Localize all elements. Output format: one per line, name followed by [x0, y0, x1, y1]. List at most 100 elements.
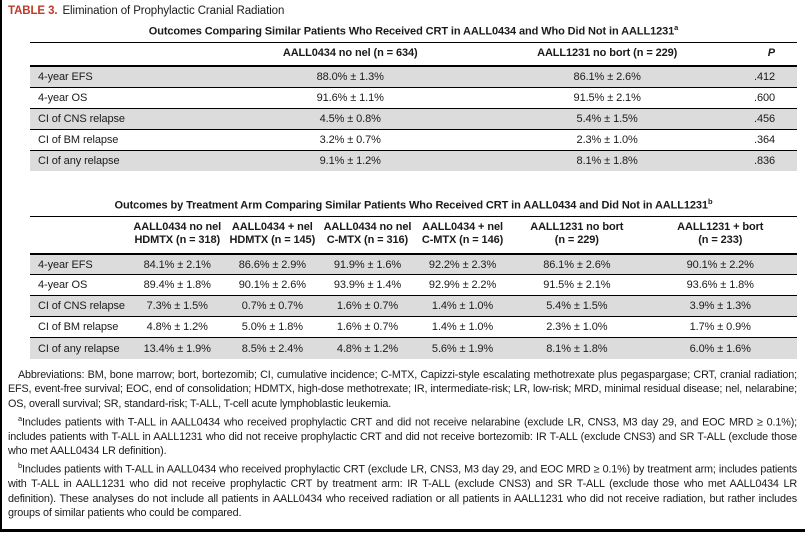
footnote-a-text: Includes patients with T-ALL in AALL0434…: [8, 416, 797, 458]
table-caption-line: TABLE 3. Elimination of Prophylactic Cran…: [8, 5, 805, 17]
cell-value: 0.7% ± 0.7%: [224, 295, 320, 318]
abbreviations-note: Abbreviations: BM, bone marrow; bort, bo…: [8, 368, 797, 410]
row-label: CI of BM relapse: [30, 316, 130, 339]
cell-value: 91.5% ± 2.1%: [510, 274, 644, 297]
table-row: 4-year OS 89.4% ± 1.8% 90.1% ± 2.6% 93.9…: [30, 274, 797, 297]
cell-value: 1.6% ± 0.7%: [319, 316, 415, 339]
cell-value: 1.6% ± 0.7%: [319, 295, 415, 318]
table1-header-p: P: [735, 41, 797, 68]
table2-header-col1: AALL0434 no nel HDMTX (n = 318): [129, 215, 225, 255]
row-label: CI of any relapse: [38, 154, 120, 167]
cell-value: 84.1% ± 2.1%: [129, 253, 225, 276]
table2-treatment-arm-outcomes: AALL0434 no nel HDMTX (n = 318) AALL0434…: [30, 215, 797, 359]
p-value: .364: [735, 129, 797, 151]
bottom-border-rule: [0, 529, 805, 532]
cell-value: 3.2% ± 0.7%: [221, 129, 479, 151]
footnote-b-text: Includes patients with T-ALL in AALL0434…: [8, 463, 797, 520]
table-label: TABLE 3.: [8, 5, 58, 17]
footnote-a-marker: a: [18, 413, 23, 423]
table1-title: Outcomes Comparing Similar Patients Who …: [30, 23, 797, 38]
cell-value: 86.1% ± 2.6%: [510, 253, 644, 276]
cell-value: 91.5% ± 2.1%: [478, 87, 736, 109]
header-line1: AALL0434 + nel: [422, 220, 503, 233]
table2-title-text: Outcomes by Treatment Arm Comparing Simi…: [114, 199, 709, 212]
table1-title-superscript: a: [674, 23, 679, 32]
row-label: CI of BM relapse: [30, 129, 222, 151]
table-row: CI of BM relapse 4.8% ± 1.2% 5.0% ± 1.8%…: [30, 316, 797, 339]
p-value: .600: [735, 87, 797, 109]
table-row: CI of CNS relapse 4.5% ± 0.8% 5.4% ± 1.5…: [30, 108, 797, 130]
cell-value: 4.8% ± 1.2%: [129, 316, 225, 339]
table-row: 4-year OS 91.6% ± 1.1% 91.5% ± 2.1% .600: [30, 87, 797, 109]
cell-value: 8.1% ± 1.8%: [576, 154, 638, 167]
cell-value: 89.4% ± 1.8%: [129, 274, 225, 297]
footnote-a: aIncludes patients with T-ALL in AALL043…: [8, 412, 797, 459]
cell-value: 88.0% ± 1.3%: [221, 66, 479, 88]
cell-value: 3.9% ± 1.3%: [643, 295, 797, 318]
table-row: 4-year EFS 84.1% ± 2.1% 86.6% ± 2.9% 91.…: [30, 253, 797, 276]
table1-outcomes-comparison: AALL0434 no nel (n = 634) AALL1231 no bo…: [30, 41, 797, 172]
header-line2: HDMTX (n = 145): [229, 234, 316, 247]
table2-header-col5: AALL1231 no bort (n = 229): [510, 215, 644, 255]
header-line1: AALL1231 no bort: [530, 220, 624, 233]
cell-value: 1.4% ± 1.0%: [414, 316, 511, 339]
table1-header-row: AALL0434 no nel (n = 634) AALL1231 no bo…: [30, 41, 797, 68]
table2-header-col2: AALL0434 + nel HDMTX (n = 145): [224, 215, 320, 255]
p-value: .412: [735, 66, 797, 88]
footnote-b-marker: b: [18, 460, 23, 470]
table-content-area: Outcomes Comparing Similar Patients Who …: [30, 23, 797, 359]
table2-header-empty: [30, 215, 130, 255]
table2-title-superscript: b: [707, 197, 713, 207]
p-value: .836: [753, 154, 775, 167]
cell-value: 93.6% ± 1.8%: [643, 274, 797, 297]
header-line1: AALL0434 no nel: [133, 220, 222, 233]
cell-value: 9.1% ± 1.2%: [319, 154, 381, 167]
cell-value: 5.6% ± 1.9%: [431, 342, 494, 355]
header-line2: (n = 233): [698, 234, 743, 247]
cell-value: 4.5% ± 0.8%: [221, 108, 479, 130]
cell-value: 5.4% ± 1.5%: [510, 295, 644, 318]
cell-value: 13.4% ± 1.9%: [143, 342, 211, 355]
cell-value: 4.8% ± 1.2%: [336, 342, 399, 355]
cell-value: 5.0% ± 1.8%: [224, 316, 320, 339]
table-row: CI of CNS relapse 7.3% ± 1.5% 0.7% ± 0.7…: [30, 295, 797, 318]
table1-header-empty: [30, 41, 222, 68]
header-line2: HDMTX (n = 318): [134, 234, 221, 247]
table-row: CI of any relapse 9.1% ± 1.2% 8.1% ± 1.8…: [30, 150, 797, 172]
cell-value: 90.1% ± 2.6%: [224, 274, 320, 297]
table1-header-col1: AALL0434 no nel (n = 634): [221, 41, 479, 68]
table1-title-text: Outcomes Comparing Similar Patients Who …: [148, 25, 675, 38]
table-caption: Elimination of Prophylactic Cranial Radi…: [62, 5, 285, 17]
cell-value: 1.7% ± 0.9%: [643, 316, 797, 339]
cell-value: 86.1% ± 2.6%: [478, 66, 736, 88]
row-label: 4-year OS: [30, 274, 130, 297]
row-label: CI of CNS relapse: [30, 108, 222, 130]
header-line1: AALL0434 + nel: [231, 220, 313, 233]
table2-title: Outcomes by Treatment Arm Comparing Simi…: [30, 197, 797, 212]
cell-value: 90.1% ± 2.2%: [643, 253, 797, 276]
header-line2: C-MTX (n = 316): [326, 234, 409, 247]
table-row: 4-year EFS 88.0% ± 1.3% 86.1% ± 2.6% .41…: [30, 66, 797, 88]
table2-header-col4: AALL0434 + nel C-MTX (n = 146): [414, 215, 511, 255]
row-label: CI of any relapse: [38, 342, 120, 355]
cell-value: 8.5% ± 2.4%: [241, 342, 303, 355]
left-border-rule: [0, 0, 2, 532]
header-line2: C-MTX (n = 146): [421, 234, 504, 247]
table-footnotes: Abbreviations: BM, bone marrow; bort, bo…: [8, 368, 797, 521]
cell-value: 1.4% ± 1.0%: [414, 295, 511, 318]
cell-value: 86.6% ± 2.9%: [224, 253, 320, 276]
cell-value: 2.3% ± 1.0%: [510, 316, 644, 339]
table-spacer: [30, 171, 797, 191]
cell-value: 2.3% ± 1.0%: [478, 129, 736, 151]
header-line2: (n = 229): [554, 234, 599, 247]
table2-header-col3: AALL0434 no nel C-MTX (n = 316): [319, 215, 415, 255]
table1-header-col2: AALL1231 no bort (n = 229): [478, 41, 736, 68]
cell-value: 6.0% ± 1.6%: [689, 342, 751, 355]
cell-value: 91.9% ± 1.6%: [319, 253, 415, 276]
header-line1: AALL0434 no nel: [323, 220, 412, 233]
cell-value: 5.4% ± 1.5%: [478, 108, 736, 130]
table-row: CI of any relapse 13.4% ± 1.9% 8.5% ± 2.…: [30, 337, 797, 359]
row-label: 4-year EFS: [30, 66, 222, 88]
row-label: 4-year EFS: [30, 253, 130, 276]
